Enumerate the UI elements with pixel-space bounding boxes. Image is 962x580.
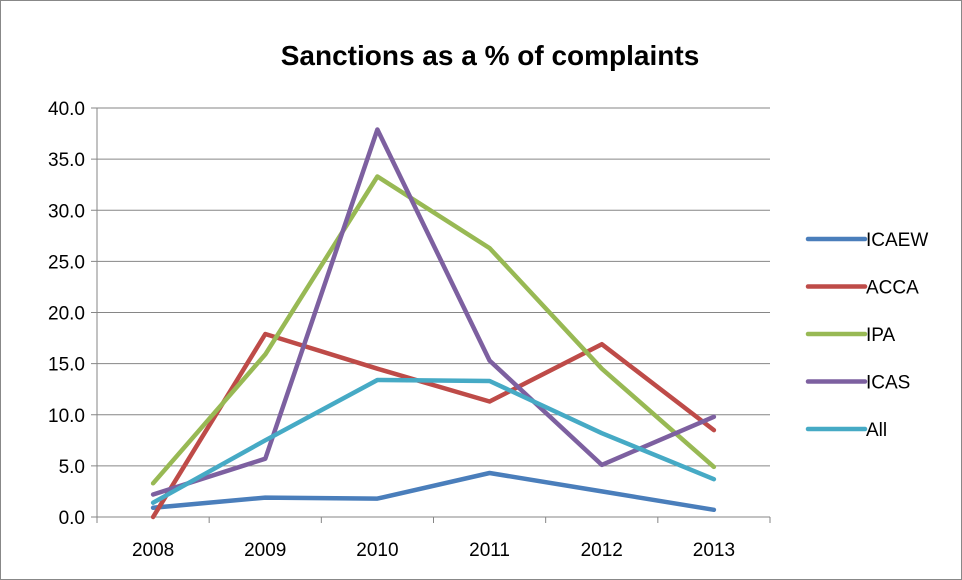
x-tick-label: 2008 <box>132 540 174 561</box>
chart-title: Sanctions as a % of complaints <box>281 40 700 71</box>
series-line-icas <box>150 127 717 497</box>
x-tick-label: 2009 <box>244 540 286 561</box>
y-tick-label: 10.0 <box>48 406 85 427</box>
y-tick-label: 15.0 <box>48 355 85 376</box>
series-line-all <box>150 377 717 505</box>
x-tick-label: 2011 <box>469 540 510 561</box>
legend-item: ICAEW <box>805 230 928 251</box>
y-tick-label: 5.0 <box>59 457 85 478</box>
y-tick-label: 25.0 <box>48 252 85 273</box>
series-line-acca <box>150 331 717 520</box>
legend-item: All <box>805 420 887 441</box>
legend-item: ACCA <box>805 278 919 299</box>
legend-label: All <box>866 420 887 441</box>
y-tick-label: 0.0 <box>59 508 85 529</box>
axes <box>96 108 771 523</box>
y-tick-label: 20.0 <box>48 304 85 325</box>
legend-label: ACCA <box>866 278 919 299</box>
legend-item: ICAS <box>805 373 910 394</box>
series-line-ipa <box>150 174 717 486</box>
y-tick-label: 30.0 <box>48 201 85 222</box>
legend-item: IPA <box>805 325 896 346</box>
x-tick-label: 2010 <box>356 540 398 561</box>
series-line-icaew <box>150 470 717 513</box>
x-tick-label: 2012 <box>581 540 623 561</box>
series-lines <box>150 127 717 520</box>
tick-labels: 0.0 5.0 10.0 15.0 20.0 25.0 30.0 35.0 40.0 2008 20… <box>48 99 735 561</box>
y-tick-label: 35.0 <box>48 150 85 171</box>
legend-label: IPA <box>866 325 896 346</box>
x-tick-label: 2013 <box>693 540 735 561</box>
y-tick-label: 40.0 <box>48 99 85 120</box>
legend-label: ICAS <box>866 373 910 394</box>
legend: ICAEW ACCA IPA ICAS All <box>805 230 928 441</box>
legend-label: ICAEW <box>866 230 928 251</box>
